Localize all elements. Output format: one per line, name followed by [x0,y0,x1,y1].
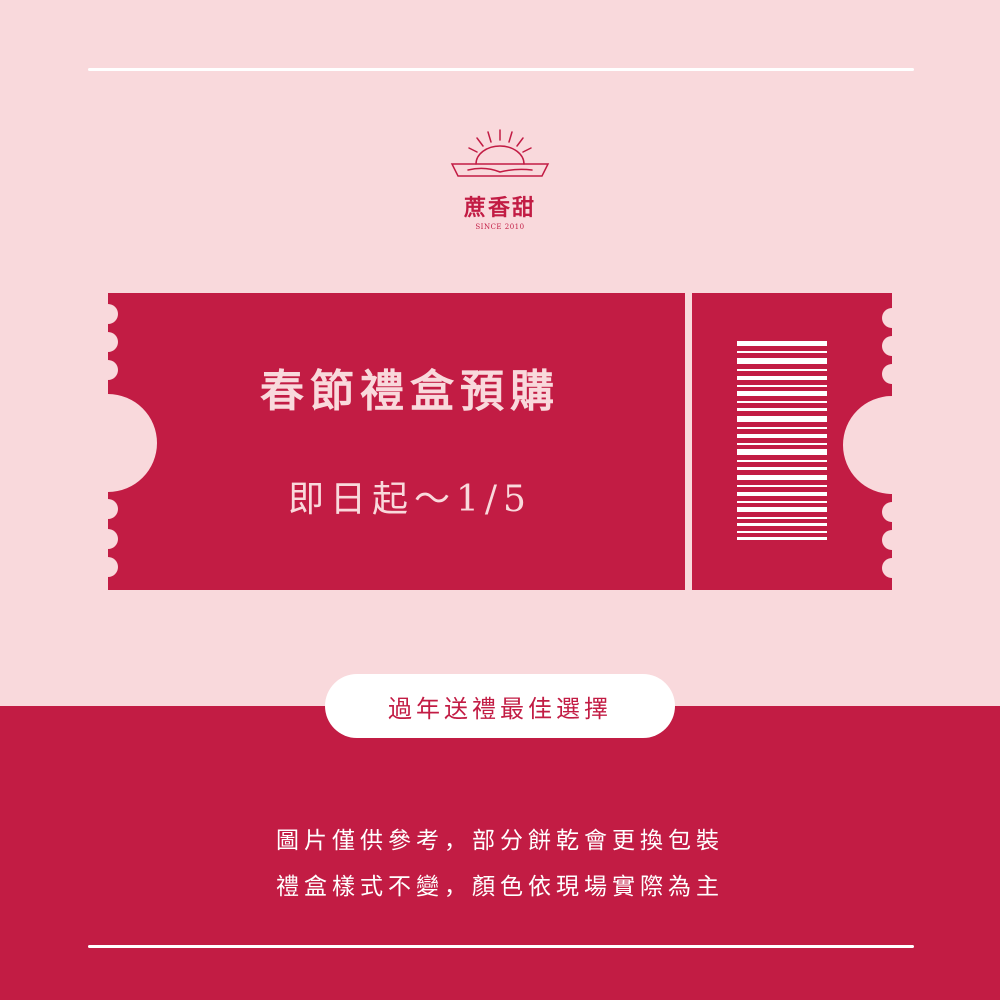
ticket-main-body [108,293,685,590]
brand-logo: 蔗香甜 SINCE 2010 [440,118,560,238]
banner-pill: 過年送禮最佳選擇 [325,674,675,738]
ticket-stub-body [692,293,892,590]
notes-block: 圖片僅供參考，部分餅乾會更換包裝 禮盒樣式不變，顏色依現場實際為主 [200,818,800,910]
bottom-band [0,706,1000,1000]
ticket-title: 春節禮盒預購 [260,366,560,417]
ticket-date-range: 即日起～1/5 [288,479,532,520]
barcode-icon [737,341,827,540]
bottom-divider-line [88,945,914,948]
banner-text: 過年送禮最佳選擇 [388,694,612,723]
note-line: 圖片僅供參考，部分餅乾會更換包裝 [276,828,724,854]
brand-since: SINCE 2010 [475,223,525,231]
sunrise-logo-icon [450,129,550,177]
brand-name: 蔗香甜 [463,196,536,221]
note-line: 禮盒樣式不變，顏色依現場實際為主 [276,874,724,900]
top-divider-line [88,68,914,71]
